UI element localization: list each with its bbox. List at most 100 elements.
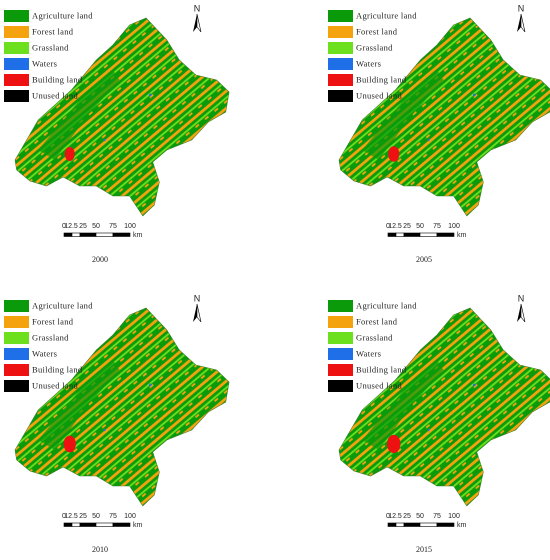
legend-label: Waters (32, 58, 57, 68)
scale-label: 0 (62, 513, 66, 520)
legend-label: Building land (356, 74, 407, 84)
scale-segment (436, 232, 455, 237)
north-arrow (517, 14, 521, 32)
legend-label: Agriculture land (32, 300, 93, 310)
scale-segment (387, 522, 397, 527)
north-arrow (520, 13, 526, 33)
legend-swatch (328, 380, 353, 392)
scale-segment (71, 522, 81, 527)
legend-swatch (328, 332, 353, 344)
scale-unit: km (457, 232, 467, 239)
scale-segment (63, 522, 73, 527)
legend-label: Waters (356, 348, 381, 358)
scale-segment (95, 232, 114, 237)
scale-label: 0 (386, 513, 390, 520)
legend-label: Unused land (32, 380, 78, 390)
scale-unit: km (133, 232, 143, 239)
scale-segment (112, 232, 131, 237)
legend-swatch (328, 10, 353, 22)
map-panel: Agriculture land Forest land Grassland Wate… (328, 293, 550, 554)
scale-label: 0 (62, 223, 66, 230)
legend-swatch (328, 42, 353, 54)
scale-segment (387, 232, 397, 237)
legend-swatch (4, 10, 29, 22)
scale-label: 25 (79, 513, 87, 520)
urban-area (63, 435, 76, 453)
legend-label: Grassland (32, 42, 69, 52)
scale-unit: km (457, 522, 467, 529)
panel-year: 2010 (92, 545, 108, 554)
scale-segment (112, 522, 131, 527)
scale-label: 25 (403, 223, 411, 230)
scale-label: 50 (92, 513, 100, 520)
scale-segment (79, 232, 97, 237)
legend-label: Grassland (356, 332, 393, 342)
scale-label: 100 (448, 513, 460, 520)
legend-swatch (328, 90, 353, 102)
scale-label: 25 (403, 513, 411, 520)
water-spot (427, 138, 430, 142)
water-spot (103, 428, 106, 432)
legend-swatch (328, 74, 353, 86)
panel-year: 2005 (416, 255, 432, 264)
scale-label: 75 (109, 223, 117, 230)
scale-segment (403, 232, 421, 237)
legend-swatch (328, 300, 353, 312)
legend-label: Building land (32, 364, 83, 374)
water-spot (103, 138, 106, 142)
scale-label: 50 (416, 513, 424, 520)
legend-label: Unused land (32, 90, 78, 100)
water-spot (149, 93, 152, 97)
map-panel: Agriculture land Forest land Grassland Wate… (4, 293, 230, 554)
legend-label: Grassland (356, 42, 393, 52)
scale-label: 12.5 (388, 513, 402, 520)
legend-label: Agriculture land (356, 300, 417, 310)
water-spot (149, 383, 152, 387)
scale-label: 12.5 (64, 223, 78, 230)
legend-swatch (4, 332, 29, 344)
scale-segment (436, 522, 455, 527)
legend-swatch (328, 364, 353, 376)
legend-label: Agriculture land (32, 10, 93, 20)
region-map (14, 307, 230, 507)
map-panel: Agriculture land Forest land Grassland Wate… (4, 3, 230, 264)
legend-swatch (328, 348, 353, 360)
legend-label: Unused land (356, 380, 402, 390)
region-outline (338, 17, 550, 217)
legend-swatch (4, 300, 29, 312)
legend-swatch (4, 348, 29, 360)
north-label: N (194, 293, 201, 303)
scale-label: 0 (386, 223, 390, 230)
water-spot (427, 428, 430, 432)
legend-label: Forest land (32, 316, 74, 326)
scale-label: 100 (124, 223, 136, 230)
scale-segment (395, 232, 405, 237)
legend-swatch (4, 74, 29, 86)
legend-label: Waters (32, 348, 57, 358)
scale-segment (79, 522, 97, 527)
legend-swatch (4, 90, 29, 102)
scale-label: 25 (79, 223, 87, 230)
scale-unit: km (133, 522, 143, 529)
north-label: N (518, 3, 525, 13)
region-map (338, 17, 550, 217)
scale-label: 50 (92, 223, 100, 230)
legend-label: Forest land (356, 316, 398, 326)
legend-swatch (4, 380, 29, 392)
north-label: N (194, 3, 201, 13)
agriculture-belt (38, 360, 120, 450)
urban-area (387, 434, 401, 454)
region-map (14, 17, 230, 217)
legend-swatch (328, 316, 353, 328)
scale-segment (63, 232, 73, 237)
scale-label: 100 (124, 513, 136, 520)
scale-segment (419, 232, 438, 237)
water-spot (473, 383, 476, 387)
water-spot (473, 93, 476, 97)
urban-area (64, 147, 75, 161)
legend-swatch (328, 58, 353, 70)
panel-year: 2000 (92, 255, 108, 264)
scale-segment (395, 522, 405, 527)
scale-label: 75 (433, 223, 441, 230)
north-label: N (518, 293, 525, 303)
